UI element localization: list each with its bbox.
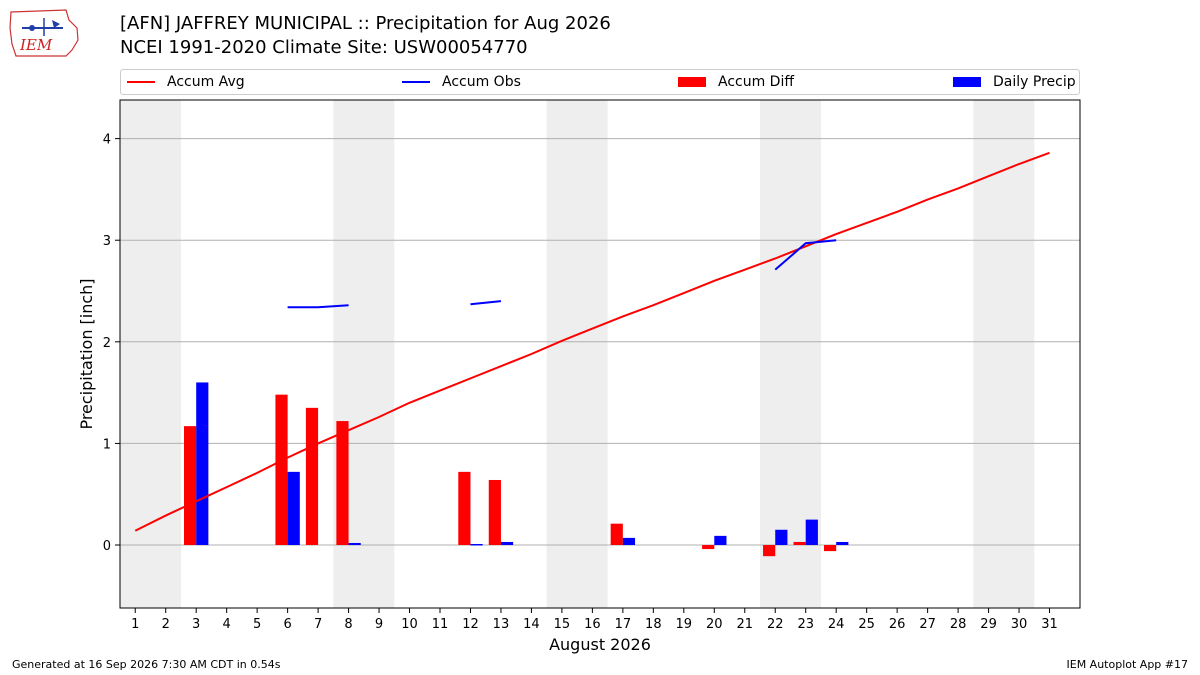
bar-accum-diff xyxy=(793,541,806,546)
bar-accum-diff xyxy=(488,479,501,546)
x-tick-label: 22 xyxy=(767,617,784,632)
x-tick-label: 1 xyxy=(131,617,139,632)
x-tick-label: 6 xyxy=(283,617,291,632)
x-tick-label: 18 xyxy=(645,617,662,632)
y-tick-label: 0 xyxy=(103,539,111,554)
bar-accum-diff xyxy=(763,545,776,557)
x-tick-label: 12 xyxy=(462,617,479,632)
line-accum-avg xyxy=(134,151,1050,532)
bar-accum-diff xyxy=(336,421,349,546)
bar-daily-precip xyxy=(805,519,818,546)
footer-app: IEM Autoplot App #17 xyxy=(1066,658,1189,671)
line-accum-obs xyxy=(470,300,502,306)
x-tick-label: 13 xyxy=(493,617,510,632)
x-tick-label: 4 xyxy=(223,617,231,632)
x-tick-label: 23 xyxy=(797,617,814,632)
x-tick-label: 2 xyxy=(162,617,170,632)
x-tick-label: 21 xyxy=(736,617,753,632)
x-tick-label: 27 xyxy=(919,617,936,632)
x-tick-label: 3 xyxy=(192,617,200,632)
x-tick-label: 9 xyxy=(375,617,383,632)
x-tick-label: 24 xyxy=(828,617,845,632)
x-tick-label: 11 xyxy=(432,617,449,632)
x-tick-label: 5 xyxy=(253,617,261,632)
legend-item-accum-obs: Accum Obs xyxy=(402,70,521,94)
bar-accum-diff xyxy=(275,394,288,546)
x-axis-label: August 2026 xyxy=(549,635,651,654)
x-tick-label: 29 xyxy=(980,617,997,632)
plot-frame xyxy=(119,99,1081,609)
legend-item-accum-avg: Accum Avg xyxy=(127,70,245,94)
bar-daily-precip xyxy=(622,537,636,546)
bar-daily-precip xyxy=(500,541,514,546)
legend-swatch-line xyxy=(127,81,155,83)
x-tick-label: 19 xyxy=(676,617,693,632)
bar-accum-diff xyxy=(458,471,471,546)
iem-logo: IEM xyxy=(9,9,79,57)
weekend-shade xyxy=(973,100,1035,608)
y-tick-label: 1 xyxy=(103,437,111,452)
chart-subtitle: NCEI 1991-2020 Climate Site: USW00054770 xyxy=(120,37,528,58)
legend-label: Accum Obs xyxy=(442,74,521,90)
bar-accum-diff xyxy=(824,545,837,552)
x-tick-label: 7 xyxy=(314,617,322,632)
legend-swatch-line xyxy=(402,81,430,83)
bar-accum-diff xyxy=(305,407,319,546)
line-accum-obs xyxy=(287,304,349,309)
bar-daily-precip xyxy=(196,382,209,546)
x-tick-label: 28 xyxy=(950,617,967,632)
footer-generated: Generated at 16 Sep 2026 7:30 AM CDT in … xyxy=(12,658,281,671)
bar-daily-precip xyxy=(836,541,849,546)
y-axis-label: Precipitation [inch] xyxy=(77,278,96,429)
legend-item-accum-diff: Accum Diff xyxy=(678,70,794,94)
weekend-shade xyxy=(120,100,181,608)
legend-item-daily-precip: Daily Precip xyxy=(953,70,1076,94)
x-tick-label: 10 xyxy=(401,617,418,632)
x-tick-label: 25 xyxy=(858,617,875,632)
x-tick-label: 8 xyxy=(344,617,352,632)
x-tick-label: 14 xyxy=(523,617,540,632)
legend-swatch-box xyxy=(953,77,981,87)
x-tick-label: 15 xyxy=(554,617,571,632)
x-tick-label: 17 xyxy=(615,617,632,632)
y-tick-label: 4 xyxy=(103,133,111,148)
bar-daily-precip xyxy=(714,535,727,546)
bar-accum-diff xyxy=(184,426,197,546)
logo-text: IEM xyxy=(19,36,53,54)
legend-label: Accum Diff xyxy=(718,74,795,90)
line-accum-obs xyxy=(774,239,837,271)
legend-label: Daily Precip xyxy=(993,74,1076,90)
y-tick-label: 2 xyxy=(103,336,111,351)
x-tick-label: 16 xyxy=(584,617,601,632)
legend-swatch-box xyxy=(678,77,706,87)
weekend-shade xyxy=(546,100,608,608)
bar-daily-precip xyxy=(287,471,300,546)
legend-label: Accum Avg xyxy=(167,74,245,90)
bar-accum-diff xyxy=(610,523,623,546)
bar-daily-precip xyxy=(470,543,483,546)
legend: Accum Avg Accum Obs Accum Diff Daily Pre… xyxy=(120,69,1080,95)
chart-title: [AFN] JAFFREY MUNICIPAL :: Precipitation… xyxy=(120,13,611,34)
bar-daily-precip xyxy=(775,529,788,546)
x-tick-label: 20 xyxy=(706,617,723,632)
bar-daily-precip xyxy=(348,542,361,546)
x-tick-label: 30 xyxy=(1011,617,1028,632)
x-tick-label: 26 xyxy=(889,617,906,632)
y-tick-label: 3 xyxy=(103,234,111,249)
bar-accum-diff xyxy=(702,545,715,550)
x-tick-label: 31 xyxy=(1041,617,1058,632)
